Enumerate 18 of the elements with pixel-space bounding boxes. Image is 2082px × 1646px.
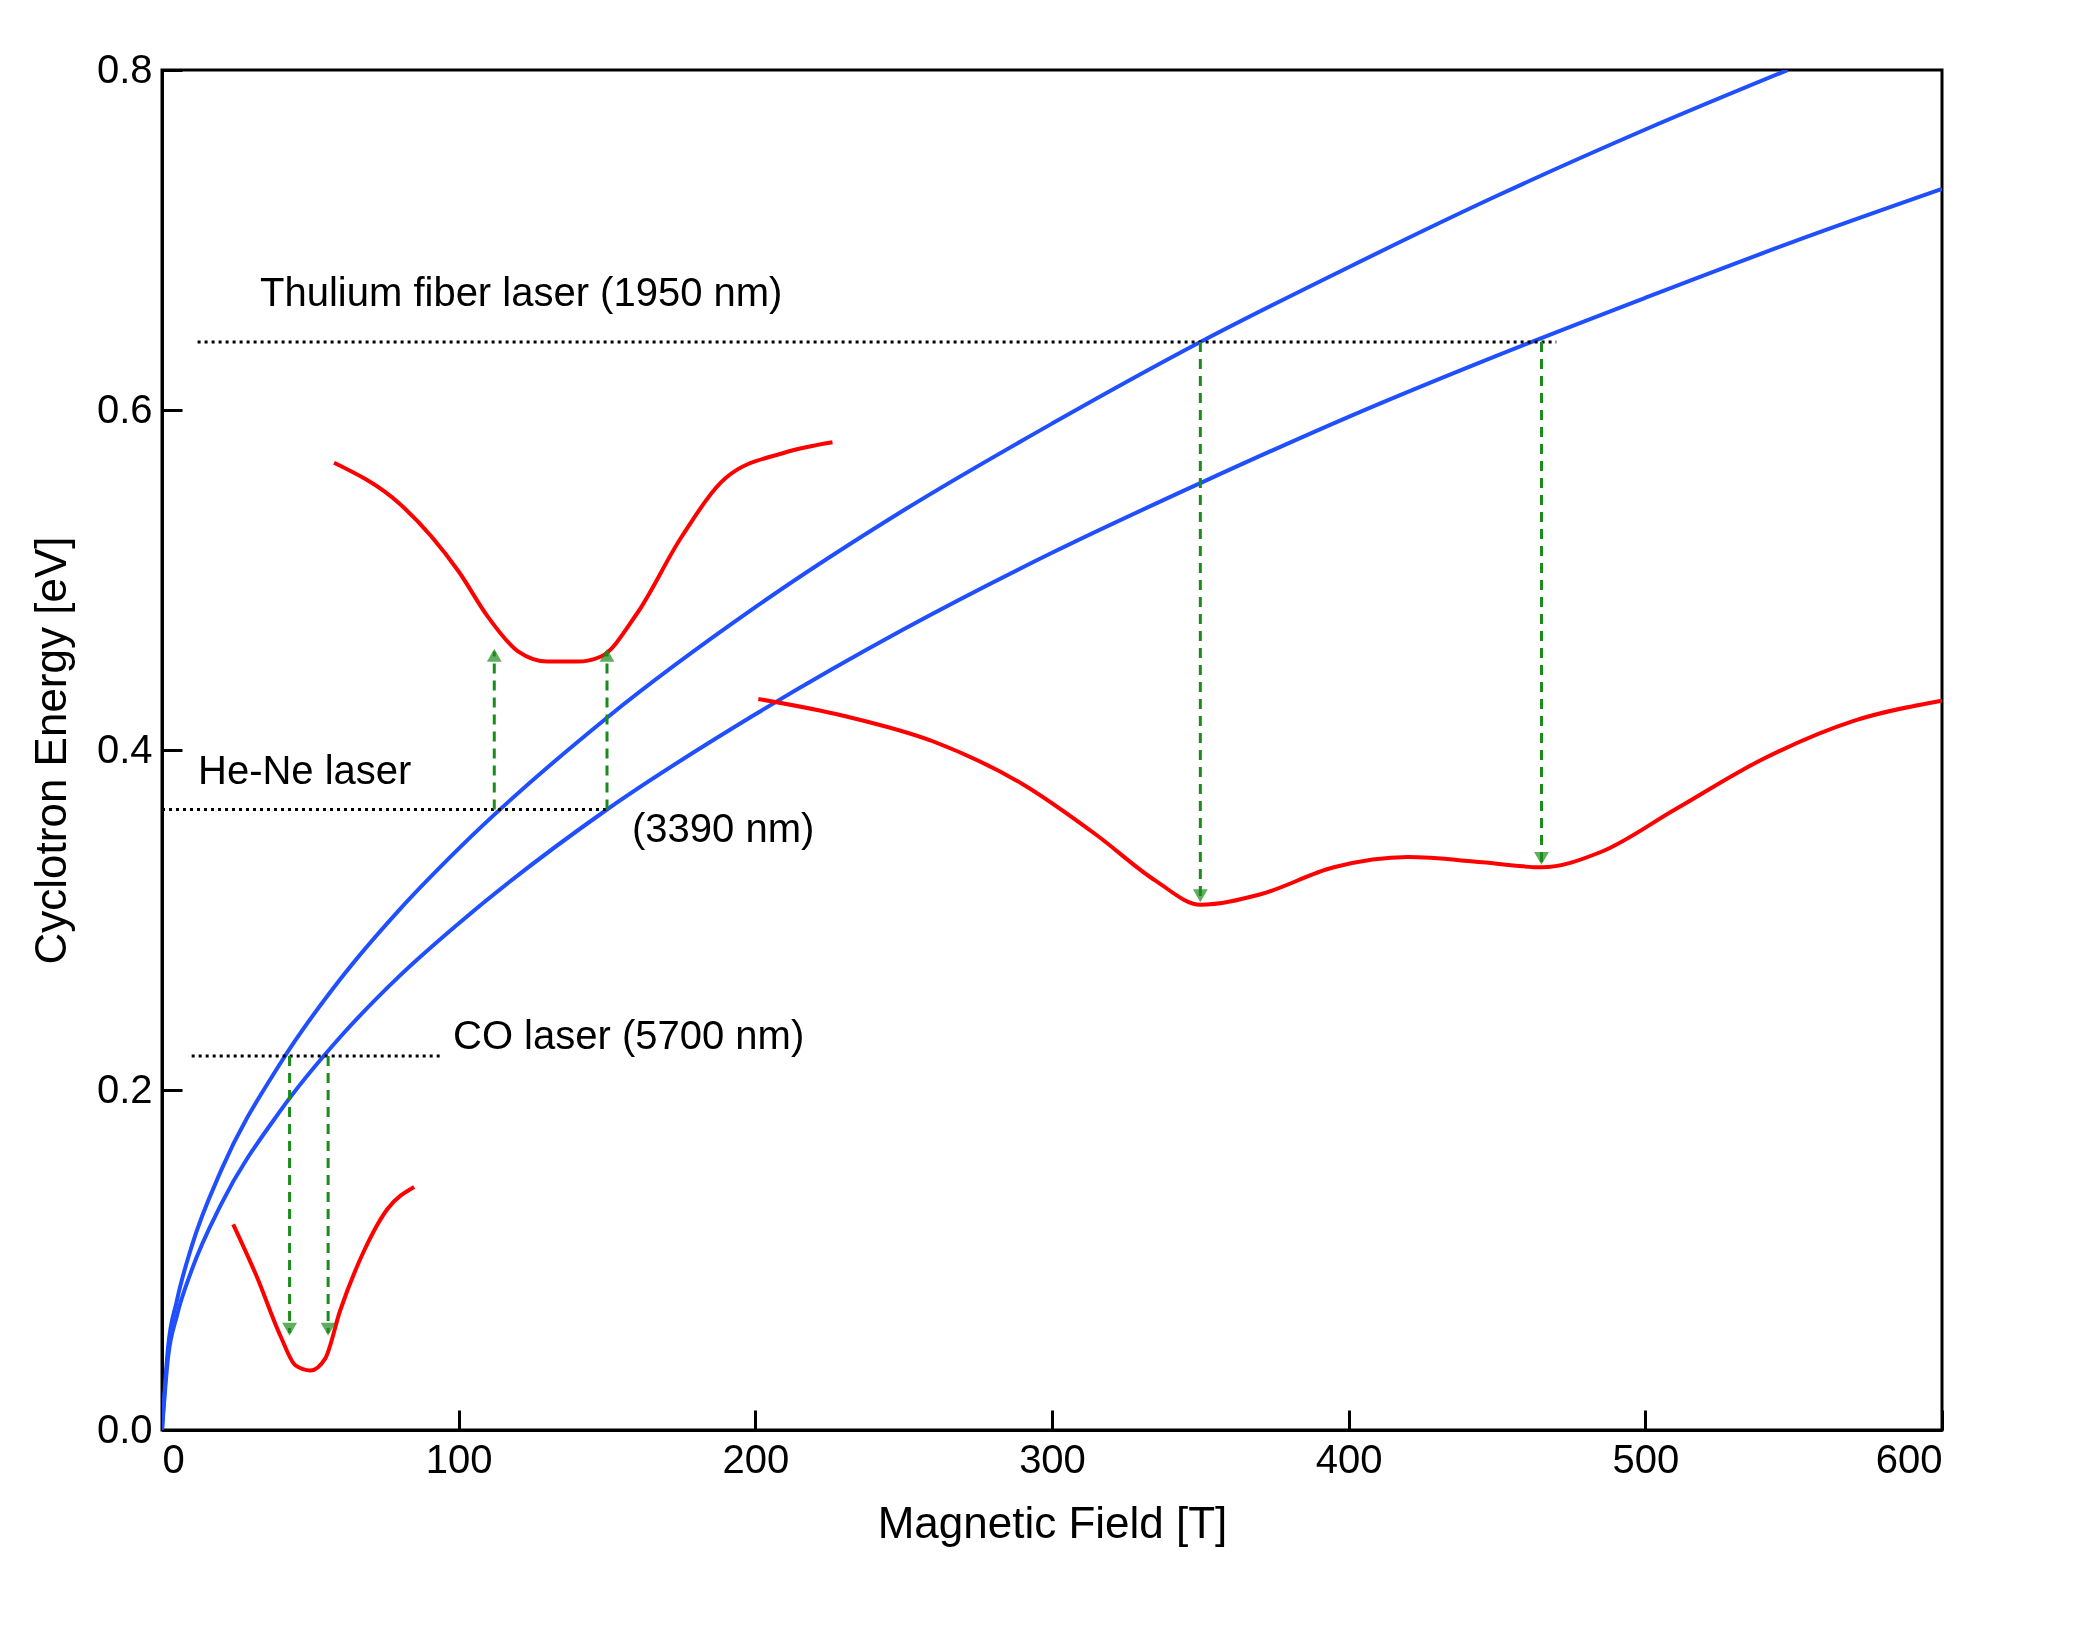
y-tick-label: 0.0 [96,1406,153,1451]
y-tick-label: 0.6 [96,386,153,431]
annotation: (3390 nm) [632,806,815,850]
x-tick-label: 200 [722,1436,790,1481]
y-axis-title: Cyclotron Energy [eV] [25,536,75,965]
x-tick-label: 300 [1019,1436,1086,1481]
x-tick-label: 100 [425,1436,493,1481]
x-axis-title: Magnetic Field [T] [877,1497,1228,1547]
x-tick-label: 0 [162,1436,185,1481]
annotation: CO laser (5700 nm) [453,1013,805,1057]
x-tick-label: 500 [1612,1436,1680,1481]
y-tick-label: 0.2 [96,1066,153,1111]
annotation: He-Ne laser [198,748,412,792]
x-tick-label: 600 [1875,1436,1943,1481]
y-tick-label: 0.4 [96,726,153,771]
x-tick-label: 400 [1315,1436,1383,1481]
annotation: Thulium fiber laser (1950 nm) [260,270,783,314]
y-tick-label: 0.8 [96,46,153,91]
